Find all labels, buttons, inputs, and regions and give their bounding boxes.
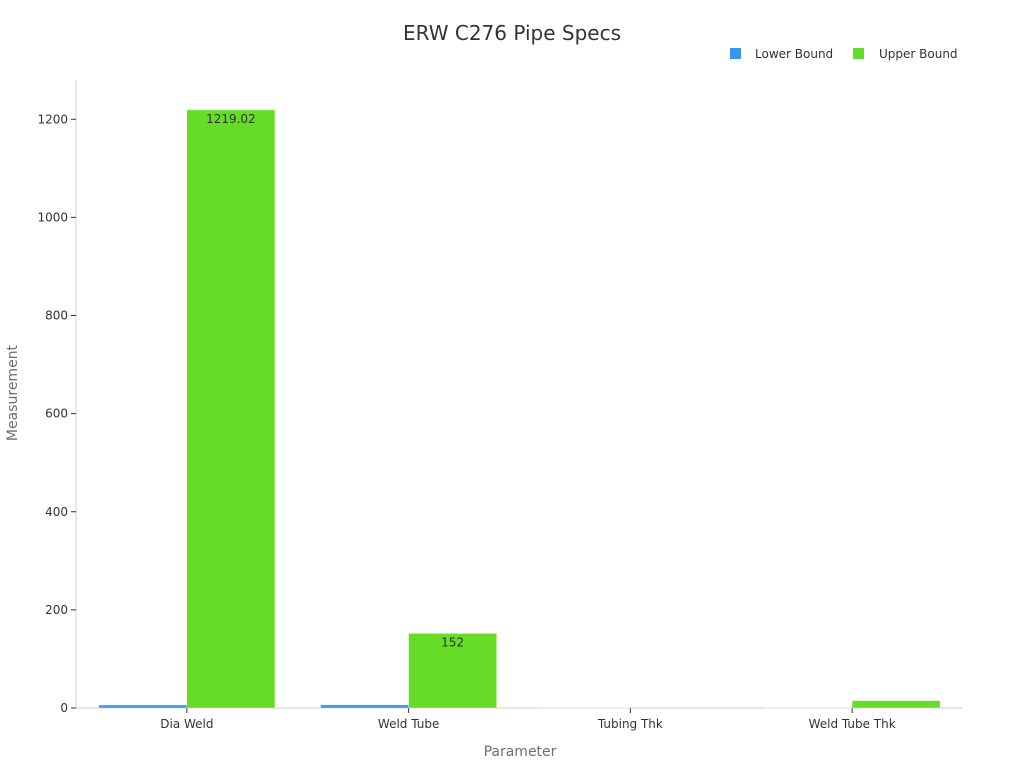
legend-swatch: [853, 48, 864, 59]
bars: [98, 109, 941, 709]
y-tick-label: 1200: [37, 112, 68, 126]
y-tick-label: 800: [45, 309, 68, 323]
x-tick-label: Dia Weld: [160, 717, 213, 731]
y-tick-label: 200: [45, 603, 68, 617]
y-axis-title: Measurement: [5, 344, 21, 441]
chart-title: ERW C276 Pipe Specs: [403, 21, 621, 45]
x-tick-label: Weld Tube Thk: [809, 717, 896, 731]
legend-swatch: [730, 48, 741, 59]
data-labels: 1219.02 152: [206, 112, 464, 650]
x-tick-label: Tubing Thk: [597, 717, 663, 731]
y-tick-label: 600: [45, 407, 68, 421]
x-axis-title: Parameter: [484, 744, 557, 760]
legend-label[interactable]: Upper Bound: [879, 47, 958, 61]
bar-value-label: 1219.02: [206, 112, 256, 126]
bar-value-label: 152: [441, 635, 464, 649]
y-tick-label: 1000: [37, 210, 68, 224]
legend-label[interactable]: Lower Bound: [755, 47, 833, 61]
x-ticks: Dia Weld Weld Tube Tubing Thk Weld Tube Thk: [160, 708, 896, 731]
bar-upper-bound[interactable]: [408, 633, 497, 709]
bar-upper-bound[interactable]: [851, 700, 941, 709]
y-tick-label: 0: [60, 701, 68, 715]
y-ticks: 0 200 400 600 800 1000 1200: [37, 112, 76, 715]
x-tick-label: Weld Tube: [378, 717, 439, 731]
bar-lower-bound[interactable]: [98, 704, 188, 709]
bar-upper-bound[interactable]: [186, 109, 276, 709]
bar-lower-bound[interactable]: [320, 704, 409, 709]
y-tick-label: 400: [45, 505, 68, 519]
legend: Lower Bound Upper Bound: [730, 47, 958, 61]
